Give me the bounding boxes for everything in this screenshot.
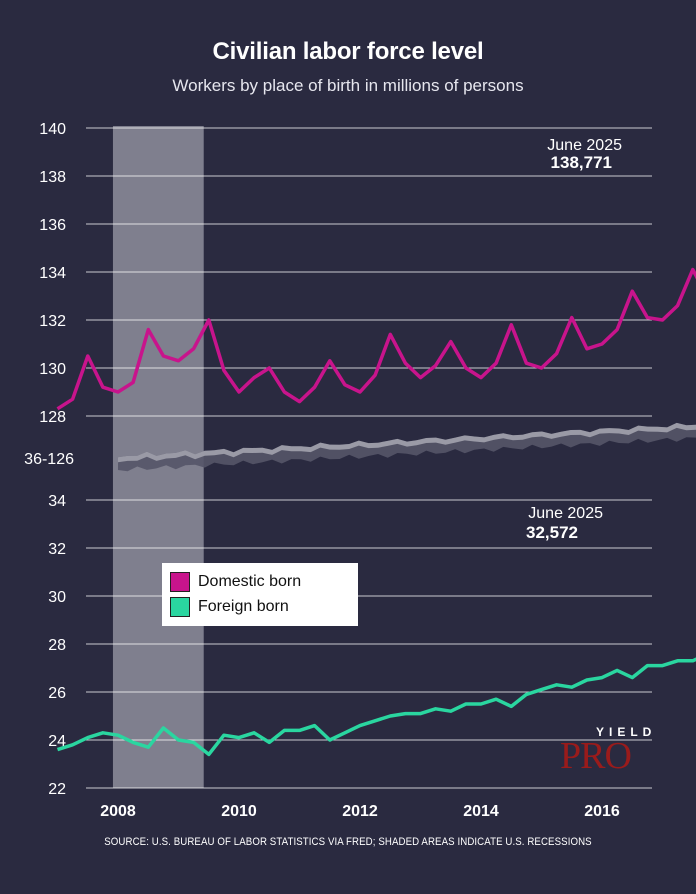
domestic-annotation-value: 138,771 <box>551 153 612 172</box>
brand-logo: YIELD PRO <box>560 725 670 777</box>
chart-title: Civilian labor force level <box>212 38 484 65</box>
chart-subtitle: Workers by place of birth in millions of… <box>172 76 524 95</box>
axis-break-edge <box>118 422 696 463</box>
y-tick-bottom-22: 22 <box>48 781 66 798</box>
x-tick-2010: 2010 <box>221 803 257 820</box>
y-tick-top-136: 136 <box>39 217 66 234</box>
x-tick-2014: 2014 <box>463 803 499 820</box>
foreign-annotation-value: 32,572 <box>526 523 578 542</box>
legend-label-domestic: Domestic born <box>198 572 302 590</box>
y-tick-top-130: 130 <box>39 361 66 378</box>
legend-item-domestic: Domestic born <box>170 569 350 594</box>
legend-swatch-foreign <box>170 596 190 617</box>
axis-break-label: 36-126 <box>24 451 74 468</box>
legend: Domestic born Foreign born <box>162 563 358 626</box>
y-tick-bottom-34: 34 <box>48 493 66 510</box>
y-tick-bottom-28: 28 <box>48 637 66 654</box>
y-tick-top-132: 132 <box>39 313 66 330</box>
y-tick-top-128: 128 <box>39 409 66 426</box>
x-tick-2012: 2012 <box>342 803 378 820</box>
y-tick-bottom-26: 26 <box>48 685 66 702</box>
legend-label-foreign: Foreign born <box>198 597 289 615</box>
domestic-annotation-label: June 2025 <box>547 137 622 154</box>
brand-logo-top: YIELD <box>596 725 657 739</box>
brand-logo-bottom: PRO <box>560 735 632 777</box>
y-tick-bottom-32: 32 <box>48 541 66 558</box>
x-tick-2016: 2016 <box>584 803 620 820</box>
y-tick-top-134: 134 <box>39 265 66 282</box>
foreign-series-line <box>56 657 696 757</box>
y-tick-top-138: 138 <box>39 169 66 186</box>
x-tick-2008: 2008 <box>100 803 136 820</box>
domestic-series-line <box>56 267 696 411</box>
source-note: SOURCE: U.S. BUREAU OF LABOR STATISTICS … <box>104 836 592 848</box>
y-tick-bottom-30: 30 <box>48 589 66 606</box>
legend-swatch-domestic <box>170 571 190 592</box>
y-tick-top-140: 140 <box>39 121 66 138</box>
y-tick-bottom-24: 24 <box>48 733 66 750</box>
foreign-annotation-label: June 2025 <box>528 505 603 522</box>
legend-item-foreign: Foreign born <box>170 594 350 619</box>
